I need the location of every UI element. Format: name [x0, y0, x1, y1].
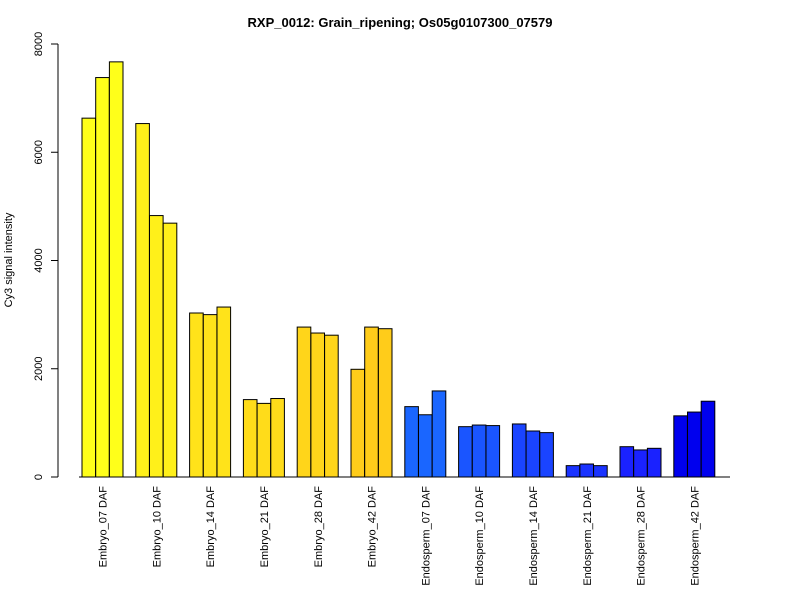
- x-tick-label: Embryo_42 DAF: [367, 486, 379, 568]
- bar: [525, 430, 541, 478]
- bar: [418, 414, 433, 478]
- bar: [256, 402, 272, 478]
- bar: [593, 465, 608, 478]
- y-axis: 0 2000 4000 6000 8000: [33, 32, 59, 480]
- bar: [95, 77, 110, 478]
- bar: [687, 411, 702, 478]
- bar: [458, 426, 473, 478]
- y-tick-label: 6000: [33, 140, 45, 164]
- bar: [673, 415, 688, 478]
- x-tick-label: Embryo_14 DAF: [205, 486, 217, 568]
- y-axis-label: Cy3 signal intensity: [3, 212, 15, 307]
- bar: [646, 447, 662, 478]
- bar: [216, 306, 232, 478]
- x-tick-label: Endosperm_28 DAF: [636, 486, 648, 586]
- bar: [324, 334, 339, 478]
- bar: [296, 326, 312, 478]
- bar: [431, 390, 447, 478]
- bar: [485, 425, 501, 478]
- bar: [471, 424, 487, 478]
- x-tick-label: Endosperm_21 DAF: [582, 486, 594, 586]
- chart-title: RXP_0012: Grain_ripening; Os05g0107300_0…: [248, 15, 553, 30]
- bar: [633, 449, 648, 478]
- bar: [270, 398, 285, 478]
- bar: [350, 368, 366, 478]
- y-tick-label: 0: [33, 474, 45, 480]
- bar: [149, 215, 164, 478]
- x-tick-label: Endosperm_14 DAF: [528, 486, 540, 586]
- bar: [202, 314, 218, 478]
- bar: [539, 432, 554, 478]
- y-tick-label: 8000: [33, 32, 45, 56]
- bar: [81, 117, 97, 478]
- x-axis: Embryo_07 DAF Embryo_10 DAF Embryo_14 DAF E…: [79, 476, 730, 586]
- x-tick-label: Embryo_10 DAF: [151, 486, 163, 568]
- bar: [511, 423, 527, 478]
- bar: [242, 399, 258, 478]
- y-tick-label: 2000: [33, 357, 45, 381]
- x-tick-label: Embryo_21 DAF: [259, 486, 271, 568]
- x-tick-label: Embryo_28 DAF: [313, 486, 325, 568]
- x-tick-label: Embryo_07 DAF: [98, 486, 110, 568]
- bar: [404, 406, 419, 478]
- bar: [135, 123, 150, 478]
- bar: [310, 332, 325, 478]
- bar: [364, 326, 379, 478]
- bar: [377, 328, 393, 478]
- x-tick-label: Endosperm_42 DAF: [689, 486, 701, 586]
- bar: [619, 446, 635, 478]
- bar: [108, 61, 124, 478]
- y-tick-label: 4000: [33, 248, 45, 272]
- bar: [565, 465, 581, 478]
- bar: [162, 222, 178, 478]
- bar: [189, 312, 204, 478]
- x-tick-label: Endosperm_10 DAF: [474, 486, 486, 586]
- bar: [700, 400, 716, 478]
- bar: [579, 463, 595, 478]
- x-tick-label: Endosperm_07 DAF: [420, 486, 432, 586]
- bars-group: [81, 61, 716, 478]
